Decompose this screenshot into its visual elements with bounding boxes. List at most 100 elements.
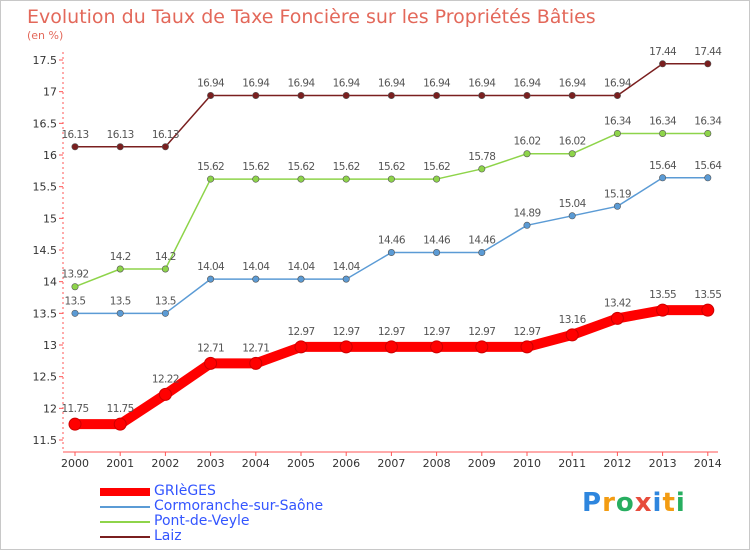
data-point xyxy=(387,175,395,183)
data-label: 14.2 xyxy=(110,251,131,263)
data-label: 16.34 xyxy=(694,115,722,127)
data-point xyxy=(113,417,127,431)
data-label: 13.55 xyxy=(694,289,721,301)
y-tick-label: 15.5 xyxy=(33,181,58,194)
legend-label: Pont-de-Veyle xyxy=(154,513,250,529)
data-point xyxy=(520,340,534,354)
y-tick-label: 16.5 xyxy=(33,117,58,130)
data-point xyxy=(71,309,79,317)
data-label: 14.46 xyxy=(378,235,406,247)
data-label: 16.94 xyxy=(333,77,361,89)
data-point xyxy=(475,340,489,354)
data-point xyxy=(613,129,621,137)
data-label: 16.13 xyxy=(152,129,179,141)
data-point xyxy=(71,283,79,291)
data-label: 12.71 xyxy=(197,342,224,354)
data-label: 16.94 xyxy=(468,77,496,89)
data-label: 12.97 xyxy=(513,326,540,338)
data-label: 14.04 xyxy=(197,261,225,273)
data-point xyxy=(207,175,215,183)
x-tick-label: 2014 xyxy=(694,457,722,470)
data-label: 13.42 xyxy=(604,297,631,309)
legend-label: Laiz xyxy=(154,528,182,544)
data-point xyxy=(342,175,350,183)
data-label: 16.94 xyxy=(197,77,225,89)
data-point xyxy=(339,340,353,354)
data-point xyxy=(478,165,486,173)
y-tick-label: 14.5 xyxy=(33,244,58,257)
data-point xyxy=(161,309,169,317)
data-point xyxy=(704,129,712,137)
logo-letter: r xyxy=(602,488,616,518)
data-point xyxy=(116,265,124,273)
y-tick-label: 17 xyxy=(43,86,57,99)
data-label: 16.34 xyxy=(649,115,677,127)
data-label: 16.94 xyxy=(604,77,632,89)
data-label: 14.46 xyxy=(423,235,451,247)
data-point xyxy=(297,91,305,99)
data-label: 15.62 xyxy=(287,161,314,173)
data-point xyxy=(701,303,715,317)
data-point xyxy=(433,249,441,257)
logo-letter: o xyxy=(615,488,635,518)
data-point xyxy=(523,221,531,229)
data-label: 15.62 xyxy=(197,161,224,173)
data-label: 16.13 xyxy=(61,129,88,141)
data-label: 15.64 xyxy=(694,160,722,172)
x-tick-label: 2013 xyxy=(649,457,677,470)
data-point xyxy=(704,60,712,68)
x-tick-label: 2008 xyxy=(423,457,451,470)
x-tick-label: 2007 xyxy=(377,457,405,470)
data-point xyxy=(523,150,531,158)
data-point xyxy=(252,91,260,99)
legend-swatch xyxy=(100,488,150,496)
data-label: 16.94 xyxy=(287,77,315,89)
logo-letter: P xyxy=(582,488,603,518)
x-tick-label: 2009 xyxy=(468,457,496,470)
data-point xyxy=(342,91,350,99)
data-point xyxy=(68,417,82,431)
data-label: 16.13 xyxy=(107,129,134,141)
data-label: 12.97 xyxy=(287,326,314,338)
logo-letter: i xyxy=(652,488,663,518)
data-point xyxy=(568,91,576,99)
y-tick-label: 15 xyxy=(43,212,57,225)
data-point xyxy=(207,91,215,99)
data-point xyxy=(161,143,169,151)
x-tick-label: 2011 xyxy=(558,457,586,470)
data-label: 13.92 xyxy=(61,269,88,281)
y-tick-label: 11.5 xyxy=(33,434,58,447)
data-point xyxy=(249,356,263,370)
data-label: 14.2 xyxy=(155,251,176,263)
x-tick-label: 2012 xyxy=(603,457,631,470)
data-label: 12.97 xyxy=(423,326,450,338)
data-point xyxy=(565,328,579,342)
data-label: 14.04 xyxy=(242,261,270,273)
y-tick-label: 13.5 xyxy=(33,307,58,320)
data-label: 16.94 xyxy=(242,77,270,89)
data-point xyxy=(430,340,444,354)
logo-letter: x xyxy=(634,488,653,518)
data-point xyxy=(387,91,395,99)
data-label: 13.5 xyxy=(110,295,131,307)
unit-label: (en %) xyxy=(27,29,64,42)
data-point xyxy=(568,150,576,158)
data-label: 15.19 xyxy=(604,188,631,200)
data-label: 11.75 xyxy=(107,403,134,415)
data-label: 15.62 xyxy=(423,161,450,173)
legend-swatch xyxy=(100,521,150,523)
data-point xyxy=(656,303,670,317)
data-point xyxy=(204,356,218,370)
data-point xyxy=(297,175,305,183)
data-point xyxy=(433,91,441,99)
data-label: 13.16 xyxy=(559,314,587,326)
data-point xyxy=(158,387,172,401)
x-tick-label: 2000 xyxy=(61,457,89,470)
data-label: 12.71 xyxy=(242,342,269,354)
data-point xyxy=(610,311,624,325)
data-point xyxy=(71,143,79,151)
x-tick-label: 2003 xyxy=(197,457,225,470)
proxiti-logo: Proxiti xyxy=(582,488,686,518)
x-tick-label: 2005 xyxy=(287,457,315,470)
x-tick-label: 2006 xyxy=(332,457,360,470)
